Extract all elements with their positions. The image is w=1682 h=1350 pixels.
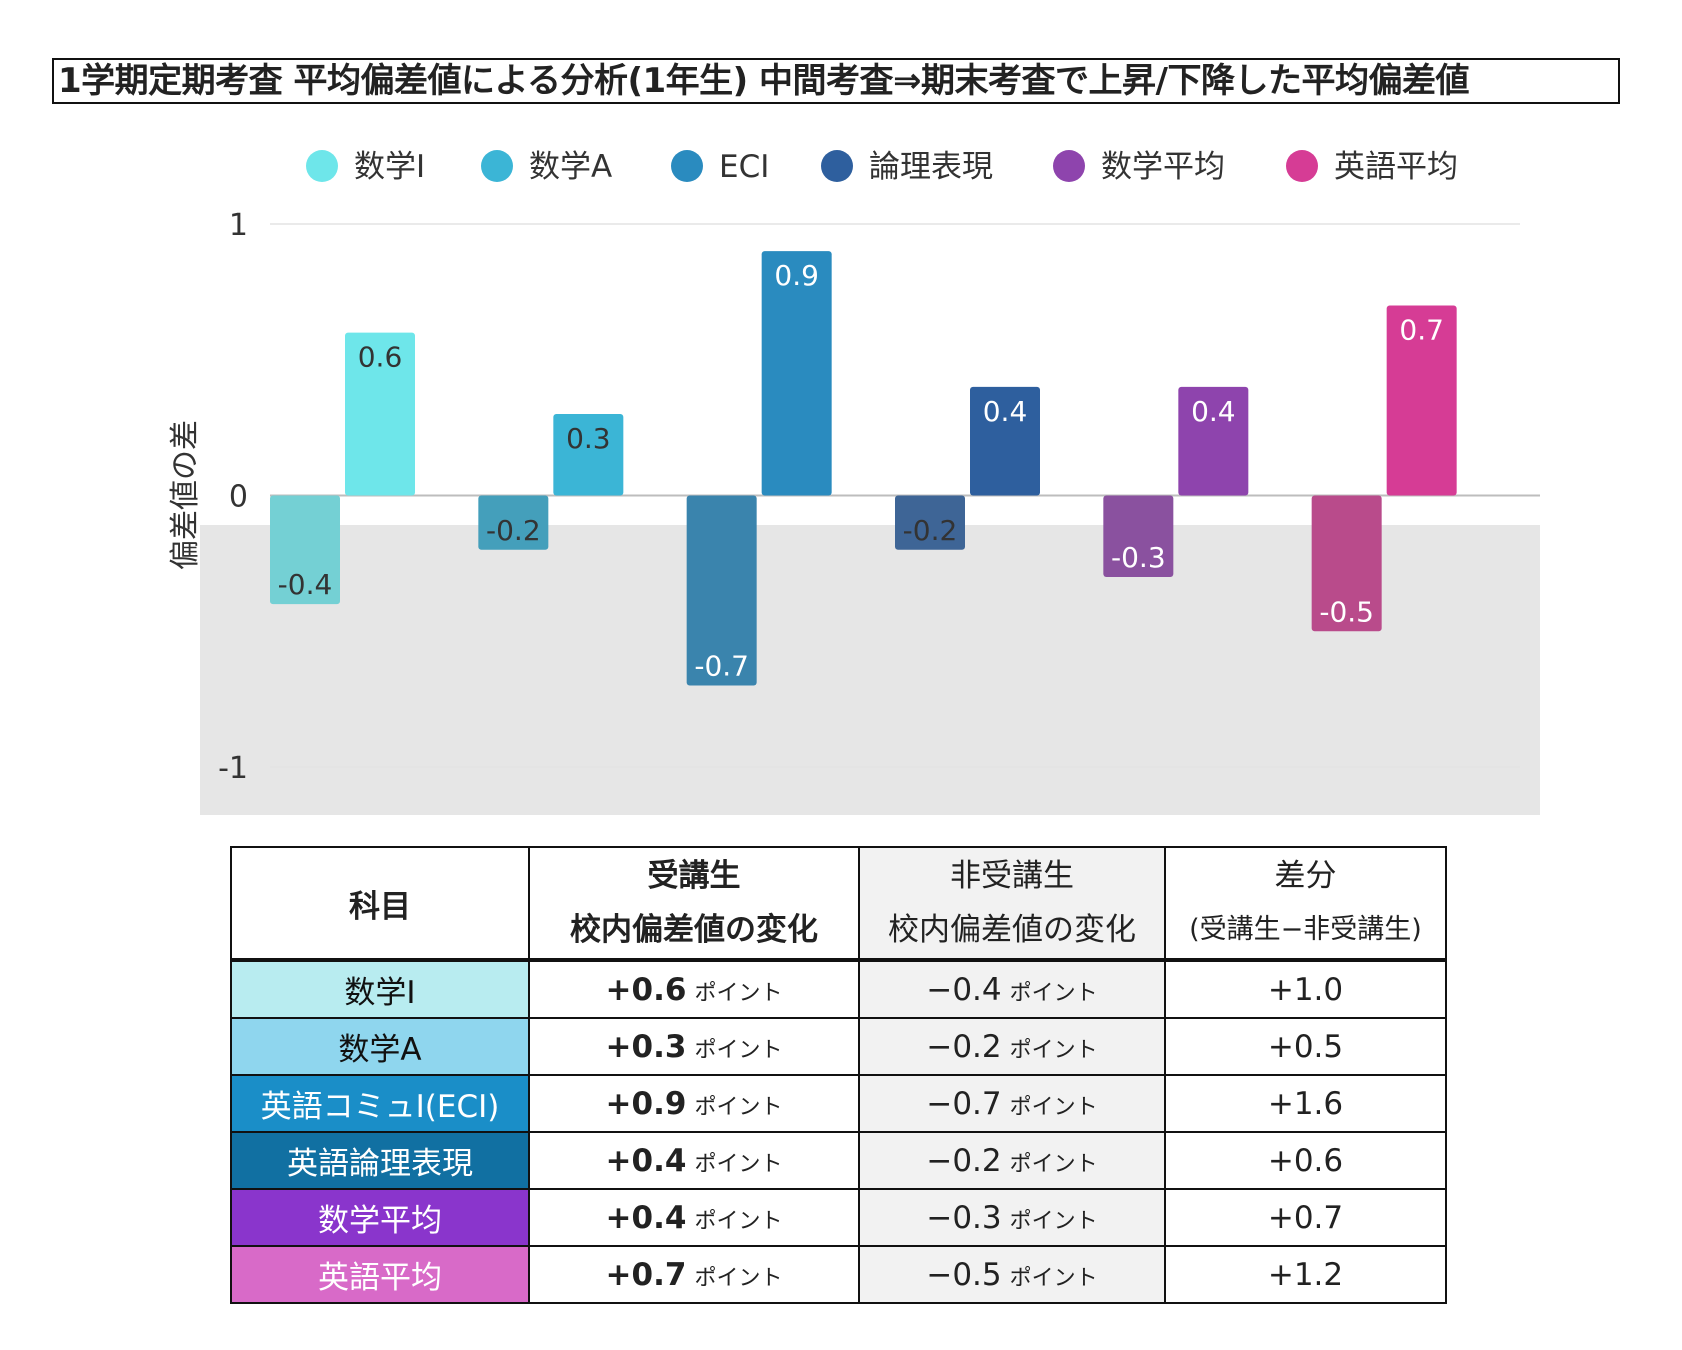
- y-axis-ticks: 1 0 -1: [218, 208, 248, 786]
- nonparticipant-change-cell: −0.2 ポイント: [858, 1017, 1166, 1076]
- header-nonparticipant: 非受講生 校内偏差値の変化: [858, 846, 1166, 962]
- header-participant: 受講生 校内偏差値の変化: [528, 846, 860, 962]
- bar-participant: [1178, 386, 1249, 496]
- diff-cell: +1.0: [1164, 959, 1447, 1019]
- data-label-participant: 0.7: [1399, 313, 1444, 346]
- legend-entry: ECI: [719, 149, 769, 185]
- legend-marker: [821, 150, 853, 182]
- nonparticipant-change-cell: −0.3 ポイント: [858, 1188, 1166, 1247]
- legend-marker: [481, 150, 513, 182]
- data-label-nonparticipant: -0.2: [486, 514, 541, 547]
- bar-nonparticipant: [270, 495, 340, 605]
- diff-cell: +1.2: [1164, 1245, 1447, 1304]
- bar-nonparticipant: [895, 495, 965, 550]
- subject-cell: 数学A: [230, 1017, 530, 1076]
- bar-nonparticipant: [478, 495, 549, 550]
- table-row: 英語論理表現 +0.4 ポイント −0.2 ポイント +0.6: [230, 1131, 1447, 1190]
- participant-change-cell: +0.7 ポイント: [528, 1245, 860, 1304]
- legend-entry: 数学平均: [1101, 149, 1225, 185]
- data-label-nonparticipant: -0.5: [1319, 595, 1374, 628]
- table-row: 数学Ⅰ +0.6 ポイント −0.4 ポイント +1.0: [230, 959, 1447, 1019]
- legend-marker: [1286, 150, 1318, 182]
- participant-change-cell: +0.4 ポイント: [528, 1188, 860, 1247]
- legend-entry: 論理表現: [869, 149, 993, 185]
- nonparticipant-change-cell: −0.5 ポイント: [858, 1245, 1166, 1304]
- legend: 数学I 数学A ECI 論理表現 数学平均 英語平均: [306, 149, 1458, 185]
- bar-nonparticipant: [1311, 495, 1382, 632]
- bars: -0.4 0.6 -0.2 0.3 -0.7 0.9 -0.2 0.4 -0.3 0.4 -0.5 0…: [270, 251, 1457, 686]
- subject-cell: 英語コミュⅠ(ECI): [230, 1074, 530, 1133]
- subject-cell: 英語論理表現: [230, 1131, 530, 1190]
- diff-cell: +0.5: [1164, 1017, 1447, 1076]
- participant-change-cell: +0.9 ポイント: [528, 1074, 860, 1133]
- table-row: 数学平均 +0.4 ポイント −0.3 ポイント +0.7: [230, 1188, 1447, 1247]
- data-label-participant: 0.4: [1191, 395, 1236, 428]
- legend-marker: [1053, 150, 1085, 182]
- subject-cell: 数学Ⅰ: [230, 959, 530, 1019]
- header-diff: 差分 (受講生−非受講生): [1164, 846, 1447, 962]
- data-label-participant: 0.6: [358, 341, 403, 374]
- y-axis-label: 偏差値の差: [168, 420, 203, 570]
- table-row: 英語平均 +0.7 ポイント −0.5 ポイント +1.2: [230, 1245, 1447, 1304]
- data-label-nonparticipant: -0.3: [1111, 541, 1166, 574]
- legend-entry: 英語平均: [1334, 149, 1458, 185]
- header-subject: 科目: [230, 846, 530, 962]
- y-tick-label: -1: [218, 751, 248, 786]
- diff-cell: +0.6: [1164, 1131, 1447, 1190]
- nonparticipant-change-cell: −0.2 ポイント: [858, 1131, 1166, 1190]
- bar-participant: [553, 414, 624, 496]
- diff-cell: +1.6: [1164, 1074, 1447, 1133]
- table-header-row: 科目 受講生 校内偏差値の変化 非受講生 校内偏差値の変化 差分 (受講生−非受…: [230, 846, 1447, 962]
- data-label-nonparticipant: -0.4: [278, 568, 333, 601]
- data-label-participant: 0.3: [566, 422, 611, 455]
- comparison-table: 科目 受講生 校内偏差値の変化 非受講生 校内偏差値の変化 差分 (受講生−非受…: [230, 846, 1447, 1304]
- y-tick-label: 0: [229, 480, 248, 515]
- participant-change-cell: +0.4 ポイント: [528, 1131, 860, 1190]
- bar-participant: [761, 251, 832, 496]
- data-label-nonparticipant: -0.7: [694, 650, 749, 683]
- subject-cell: 英語平均: [230, 1245, 530, 1304]
- nonparticipant-change-cell: −0.7 ポイント: [858, 1074, 1166, 1133]
- diff-cell: +0.7: [1164, 1188, 1447, 1247]
- nonparticipant-change-cell: −0.4 ポイント: [858, 959, 1166, 1019]
- legend-entry: 数学I: [354, 149, 425, 185]
- participant-change-cell: +0.6 ポイント: [528, 959, 860, 1019]
- data-label-nonparticipant: -0.2: [903, 514, 958, 547]
- bar-participant: [1386, 305, 1457, 496]
- participant-change-cell: +0.3 ポイント: [528, 1017, 860, 1076]
- legend-marker: [306, 150, 338, 182]
- bar-nonparticipant: [1103, 495, 1174, 577]
- data-label-participant: 0.9: [774, 259, 819, 292]
- table-row: 数学A +0.3 ポイント −0.2 ポイント +0.5: [230, 1017, 1447, 1076]
- legend-entry: 数学A: [529, 149, 612, 185]
- bar-participant: [345, 332, 415, 496]
- subject-cell: 数学平均: [230, 1188, 530, 1247]
- table-row: 英語コミュⅠ(ECI) +0.9 ポイント −0.7 ポイント +1.6: [230, 1074, 1447, 1133]
- bar-participant: [970, 386, 1040, 496]
- y-tick-label: 1: [229, 208, 248, 243]
- bar-nonparticipant: [686, 495, 757, 686]
- legend-marker: [671, 150, 703, 182]
- page-title: 1学期定期考査 平均偏差値による分析(1年生) 中間考査⇒期末考査で上昇/下降し…: [52, 58, 1620, 104]
- bar-chart: 1 0 -1 偏差値の差 数学I 数学A ECI 論理表現 数学平均 英語平均 -0.4 0.6…: [168, 149, 1540, 815]
- data-label-participant: 0.4: [983, 395, 1028, 428]
